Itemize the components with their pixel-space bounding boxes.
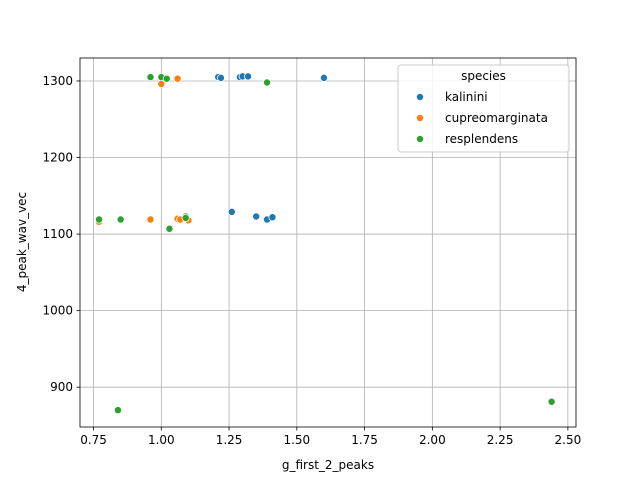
x-tick-label: 1.25: [216, 433, 243, 447]
y-axis-label: 4_peak_wav_vec: [15, 192, 29, 292]
data-point-resplendens: [181, 214, 190, 222]
x-tick-label: 2.25: [487, 433, 514, 447]
y-tick-label: 1200: [42, 151, 73, 165]
data-point-kalinini: [319, 73, 328, 82]
x-tick-label: 2.00: [419, 433, 446, 447]
legend: species kalinini cupreomarginata resplende…: [397, 64, 570, 153]
y-axis-ticks: 900 1000 1100 1200 1300: [42, 74, 80, 394]
data-point-cupreomarginata: [157, 80, 166, 89]
data-point-resplendens: [94, 215, 103, 224]
data-point-resplendens: [162, 74, 171, 83]
plot-frame: [79, 57, 577, 428]
legend-marker-resplendens: [416, 135, 424, 143]
y-tick-label: 1300: [42, 74, 73, 88]
x-tick-label: 0.75: [80, 433, 107, 447]
data-point-kalinini: [227, 207, 236, 216]
x-tick-label: 1.00: [148, 433, 175, 447]
data-point-resplendens: [113, 406, 122, 415]
data-point-resplendens: [547, 397, 556, 406]
data-point-kalinini: [268, 213, 277, 222]
data-point-kalinini: [252, 212, 261, 221]
legend-title: species: [461, 69, 506, 83]
x-tick-label: 1.50: [283, 433, 310, 447]
legend-label-resplendens: resplendens: [445, 132, 518, 146]
y-tick-label: 900: [50, 380, 73, 394]
x-tick-label: 2.50: [555, 433, 582, 447]
data-point-kalinini: [216, 73, 225, 82]
data-point-resplendens: [146, 73, 155, 82]
x-axis-ticks: 0.75 1.00 1.25 1.50 1.75 2.00 2.25 2.50: [80, 427, 581, 447]
legend-label-cupreomarginata: cupreomarginata: [445, 111, 548, 125]
data-point-kalinini: [244, 72, 253, 81]
data-point-cupreomarginata: [146, 215, 155, 224]
legend-marker-cupreomarginata: [416, 114, 424, 122]
legend-marker-kalinini: [416, 93, 424, 101]
legend-label-kalinini: kalinini: [445, 90, 488, 104]
y-tick-label: 1100: [42, 227, 73, 241]
legend-items: kalinini cupreomarginata resplendens: [416, 90, 548, 146]
data-point-resplendens: [165, 224, 174, 233]
data-points: [94, 72, 556, 415]
x-axis-label: g_first_2_peaks: [282, 458, 374, 472]
x-tick-label: 1.75: [351, 433, 378, 447]
data-point-resplendens: [263, 78, 271, 87]
data-point-resplendens: [116, 215, 125, 224]
legend-box: [397, 64, 570, 153]
data-point-cupreomarginata: [173, 74, 182, 83]
y-tick-label: 1000: [42, 304, 73, 318]
